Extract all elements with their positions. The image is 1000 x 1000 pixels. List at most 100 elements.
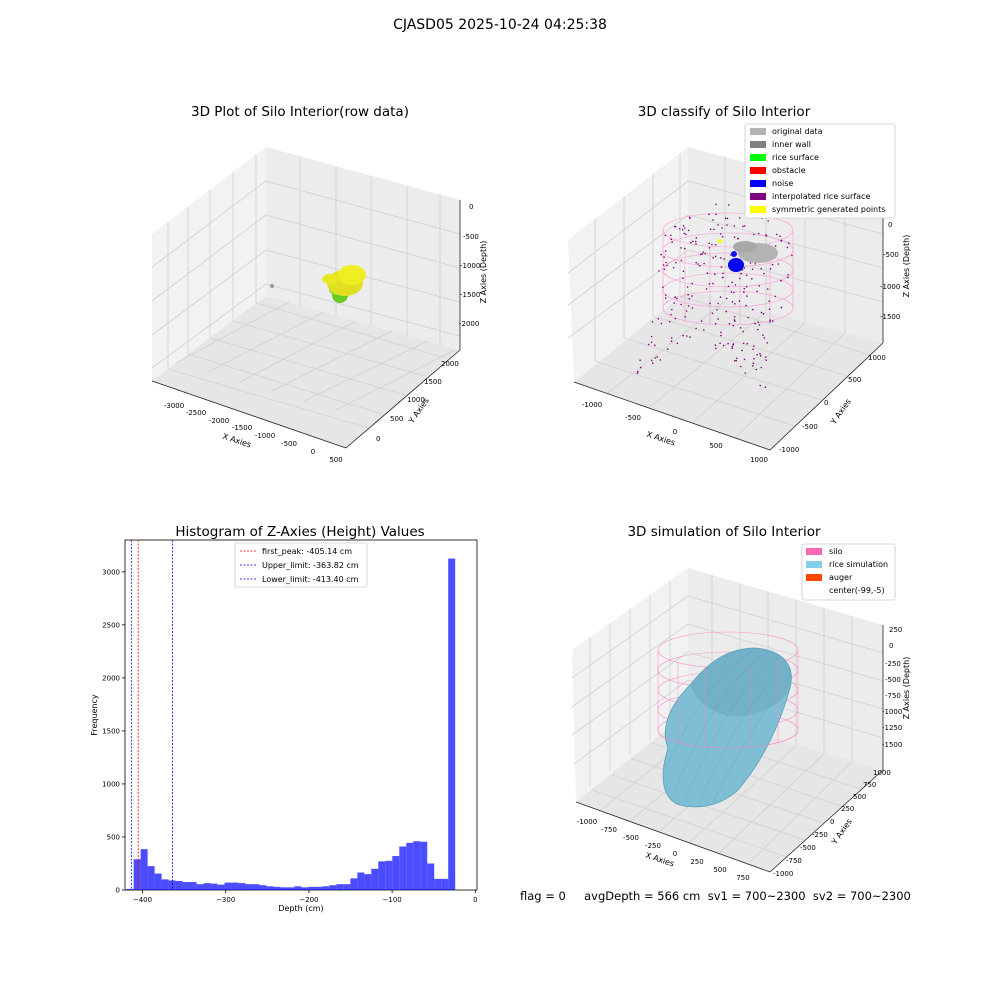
surface-point [682, 225, 685, 227]
surface-point [654, 344, 656, 347]
surface-point [692, 240, 694, 243]
legend-label: Lower_limit: -413.40 cm [262, 575, 359, 584]
surface-point [757, 328, 759, 331]
raw-x-tick: -1500 [232, 424, 252, 432]
histogram-bar [294, 886, 302, 890]
legend-label: rice simulation [829, 560, 888, 569]
classify-y-tick: 0 [824, 399, 828, 407]
surface-point [727, 342, 729, 345]
surface-point [688, 298, 691, 300]
simulation-y-tick: 500 [853, 793, 866, 801]
surface-point [734, 284, 737, 286]
surface-point [733, 319, 736, 321]
surface-point [763, 272, 765, 275]
surface-point [664, 297, 667, 299]
surface-point [691, 307, 694, 309]
surface-point [714, 244, 717, 246]
raw-x-label: X Axies [221, 432, 252, 450]
surface-point [671, 241, 673, 243]
histogram-bar [210, 883, 218, 890]
rice-simulation-surface [662, 647, 792, 808]
raw-z-tick: -1500 [460, 291, 480, 299]
surface-point [637, 370, 639, 373]
surface-point [701, 253, 703, 255]
surface-point [779, 235, 781, 238]
surface-point [660, 253, 662, 256]
surface-point [671, 308, 673, 311]
surface-point [742, 330, 744, 333]
surface-point [774, 245, 777, 247]
surface-point [680, 303, 682, 306]
simulation-y-tick: 0 [830, 818, 834, 826]
surface-point [670, 340, 673, 343]
surface-point [758, 232, 760, 235]
surface-point [753, 357, 755, 360]
surface-point [695, 237, 698, 239]
classify-x-tick: 500 [709, 442, 722, 450]
classify-y-tick: 1000 [868, 354, 886, 362]
surface-point [726, 224, 728, 226]
surface-point [764, 386, 767, 389]
surface-point [787, 276, 789, 279]
surface-point [738, 217, 741, 219]
surface-point [678, 227, 681, 230]
simulation-legend: silo rice simulation auger center(-99,-5… [801, 543, 896, 601]
raw-y-tick: 1000 [407, 396, 425, 404]
histogram-bar [147, 866, 155, 890]
surface-point [762, 313, 765, 315]
y-tick-label: 1000 [102, 780, 120, 788]
simulation-x-tick: -1000 [577, 818, 597, 826]
raw-x-tick: -1000 [255, 432, 275, 440]
histogram-reference-lines [130, 540, 173, 890]
surface-point [670, 238, 673, 241]
raw-x-tick: -2500 [186, 409, 206, 417]
surface-point [760, 311, 763, 314]
silo-wireframe [662, 212, 794, 326]
surface-point [720, 334, 722, 337]
surface-point [708, 283, 711, 285]
histogram-bar [161, 879, 169, 890]
classify-x-label: X Axies [645, 430, 676, 448]
classify-x-tick: 0 [673, 428, 677, 436]
histogram-bar [273, 886, 281, 890]
simulation-3d-plot: silo rice simulation auger center(-99,-5… [571, 543, 911, 882]
y-tick-label: 500 [107, 833, 120, 841]
surface-point [675, 261, 677, 264]
surface-point [691, 282, 694, 285]
surface-point [674, 317, 677, 320]
surface-point [650, 341, 653, 344]
y-tick-label: 0 [116, 887, 120, 895]
histogram-bar [168, 880, 176, 890]
surface-point [758, 285, 760, 287]
surface-point [684, 227, 686, 229]
surface-point [664, 250, 667, 252]
simulation-x-tick: -250 [645, 842, 661, 850]
histogram-bar [441, 878, 449, 890]
histogram-bar [203, 883, 211, 890]
surface-point [767, 220, 769, 222]
legend-swatch [806, 587, 822, 594]
classify-x-tick: 1000 [750, 456, 768, 464]
legend-label: obstacle [772, 166, 806, 175]
surface-point [665, 261, 667, 264]
surface-point [715, 213, 717, 216]
surface-point [780, 306, 783, 309]
classify-x-tick: -500 [625, 414, 641, 422]
legend-swatch [750, 141, 766, 148]
legend-swatch [750, 128, 766, 135]
surface-point [673, 302, 675, 304]
surface-point [695, 327, 697, 330]
surface-point [756, 290, 758, 293]
simulation-z-tick: -250 [885, 660, 901, 668]
surface-point [771, 320, 774, 322]
simulation-z-tick: -500 [885, 676, 901, 684]
surface-point [742, 342, 745, 345]
surface-point [769, 321, 771, 323]
surface-point [769, 268, 772, 270]
histogram-bar [301, 887, 309, 890]
histogram-bar [140, 849, 148, 890]
simulation-z-tick: 250 [889, 626, 902, 634]
surface-point [715, 203, 717, 206]
raw-x-tick: -500 [281, 440, 297, 448]
surface-point [756, 354, 758, 356]
